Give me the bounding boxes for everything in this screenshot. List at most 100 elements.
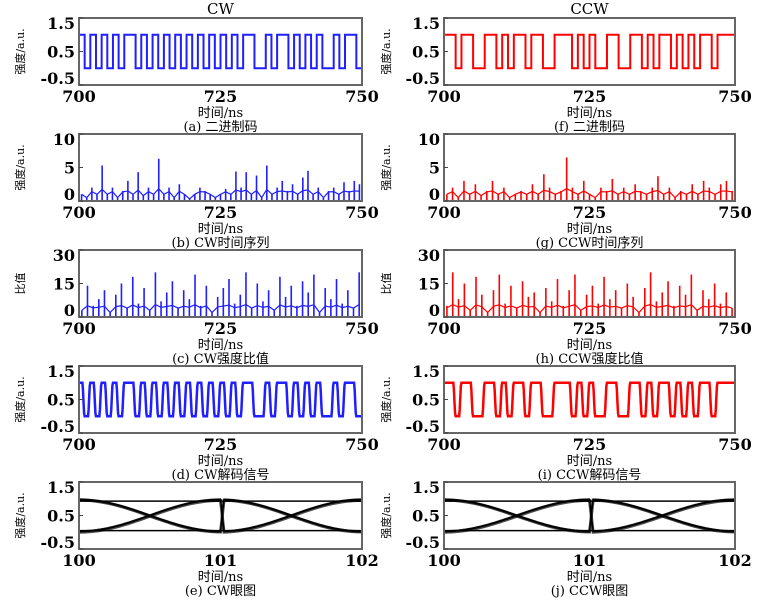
panel-caption: (g) CCW时间序列 bbox=[536, 236, 644, 251]
series-line-i bbox=[444, 381, 735, 418]
eye-trace bbox=[79, 498, 362, 532]
y-tick-label: 10 bbox=[53, 130, 75, 149]
y-axis-label: 强度/a.u. bbox=[13, 144, 27, 190]
y-tick-label: 15 bbox=[53, 275, 75, 294]
panel-caption: (c) CW强度比值 bbox=[172, 351, 269, 367]
x-tick-label: 700 bbox=[62, 435, 95, 454]
x-tick-label: 101 bbox=[573, 551, 606, 570]
x-tick-label: 700 bbox=[427, 87, 460, 106]
eye-trace bbox=[79, 499, 362, 533]
x-tick-label: 700 bbox=[62, 87, 95, 106]
y-tick-label: 1.5 bbox=[412, 362, 440, 381]
x-tick-label: 750 bbox=[345, 87, 378, 106]
axes-frame bbox=[78, 133, 363, 202]
panel-caption: (f) 二进制码 bbox=[554, 120, 625, 135]
y-tick-label: 0.5 bbox=[47, 43, 75, 62]
y-tick-label: 0 bbox=[429, 301, 440, 320]
y-tick-label: -0.5 bbox=[406, 533, 440, 552]
x-tick-label: 750 bbox=[345, 203, 378, 222]
axes-frame bbox=[78, 481, 363, 550]
x-tick-label: 725 bbox=[573, 203, 606, 222]
x-tick-label: 100 bbox=[427, 551, 460, 570]
x-tick-label: 750 bbox=[718, 203, 751, 222]
y-tick-label: 1.5 bbox=[47, 362, 75, 381]
y-tick-label: 1.5 bbox=[412, 14, 440, 33]
y-tick-label: 0.5 bbox=[412, 391, 440, 410]
x-tick-label: 750 bbox=[345, 319, 378, 338]
x-tick-label: 725 bbox=[573, 87, 606, 106]
y-axis-label: 强度/a.u. bbox=[13, 376, 27, 422]
y-tick-label: 0 bbox=[64, 185, 75, 204]
y-axis-label: 强度/a.u. bbox=[379, 376, 393, 422]
panel-caption: (i) CCW解码信号 bbox=[538, 468, 642, 483]
series-line-f bbox=[444, 33, 735, 70]
x-tick-label: 700 bbox=[62, 319, 95, 338]
y-axis-label: 比值 bbox=[380, 273, 393, 295]
y-tick-label: 0 bbox=[64, 301, 75, 320]
x-tick-label: 725 bbox=[573, 319, 606, 338]
eye-trace bbox=[444, 498, 735, 532]
panel-caption: (e) CW眼图 bbox=[185, 584, 256, 599]
x-tick-label: 725 bbox=[204, 203, 237, 222]
axes-frame bbox=[443, 481, 736, 550]
panel-caption: (d) CW解码信号 bbox=[172, 468, 270, 483]
y-axis-label: 强度/a.u. bbox=[379, 492, 393, 538]
axes-frame bbox=[443, 133, 736, 202]
y-tick-label: 1.5 bbox=[47, 478, 75, 497]
panel-caption: (b) CW时间序列 bbox=[172, 236, 270, 251]
x-tick-label: 750 bbox=[718, 435, 751, 454]
panel-title: CCW bbox=[570, 0, 609, 18]
x-tick-label: 750 bbox=[718, 319, 751, 338]
y-axis-label: 强度/a.u. bbox=[13, 28, 27, 74]
y-tick-label: 1.5 bbox=[412, 478, 440, 497]
y-tick-label: 0.5 bbox=[47, 391, 75, 410]
x-tick-label: 700 bbox=[427, 435, 460, 454]
y-axis-label: 强度/a.u. bbox=[13, 492, 27, 538]
y-tick-label: 0 bbox=[429, 185, 440, 204]
x-axis-label: 时间/ns bbox=[567, 106, 612, 121]
x-tick-label: 101 bbox=[204, 551, 237, 570]
eye-trace bbox=[444, 499, 735, 533]
x-tick-label: 100 bbox=[62, 551, 95, 570]
x-tick-label: 700 bbox=[427, 319, 460, 338]
series-line-c bbox=[81, 303, 360, 314]
series-line-b bbox=[81, 187, 360, 200]
x-tick-label: 102 bbox=[345, 551, 378, 570]
y-axis-label: 强度/a.u. bbox=[379, 144, 393, 190]
series-line-a bbox=[79, 33, 362, 70]
y-tick-label: -0.5 bbox=[406, 69, 440, 88]
eye-trace bbox=[444, 499, 735, 533]
x-tick-label: 700 bbox=[427, 203, 460, 222]
y-tick-label: 1.5 bbox=[47, 14, 75, 33]
panel-caption: (j) CCW眼图 bbox=[551, 584, 629, 599]
x-tick-label: 750 bbox=[718, 87, 751, 106]
y-axis-label: 比值 bbox=[14, 273, 27, 295]
x-tick-label: 102 bbox=[718, 551, 751, 570]
x-tick-label: 750 bbox=[345, 435, 378, 454]
x-axis-label: 时间/ns bbox=[198, 222, 243, 237]
x-axis-label: 时间/ns bbox=[198, 106, 243, 121]
y-tick-label: 5 bbox=[64, 159, 75, 178]
y-tick-label: 0.5 bbox=[47, 507, 75, 526]
x-tick-label: 700 bbox=[62, 203, 95, 222]
x-tick-label: 725 bbox=[204, 87, 237, 106]
y-tick-label: 5 bbox=[429, 159, 440, 178]
y-tick-label: -0.5 bbox=[41, 69, 75, 88]
y-tick-label: 30 bbox=[53, 246, 75, 265]
y-axis-label: 强度/a.u. bbox=[379, 28, 393, 74]
x-tick-label: 725 bbox=[204, 319, 237, 338]
x-axis-label: 时间/ns bbox=[567, 570, 612, 585]
x-axis-label: 时间/ns bbox=[567, 454, 612, 469]
x-axis-label: 时间/ns bbox=[198, 570, 243, 585]
axes-frame bbox=[443, 365, 736, 434]
y-tick-label: 10 bbox=[418, 130, 440, 149]
series-line-h bbox=[446, 303, 733, 314]
